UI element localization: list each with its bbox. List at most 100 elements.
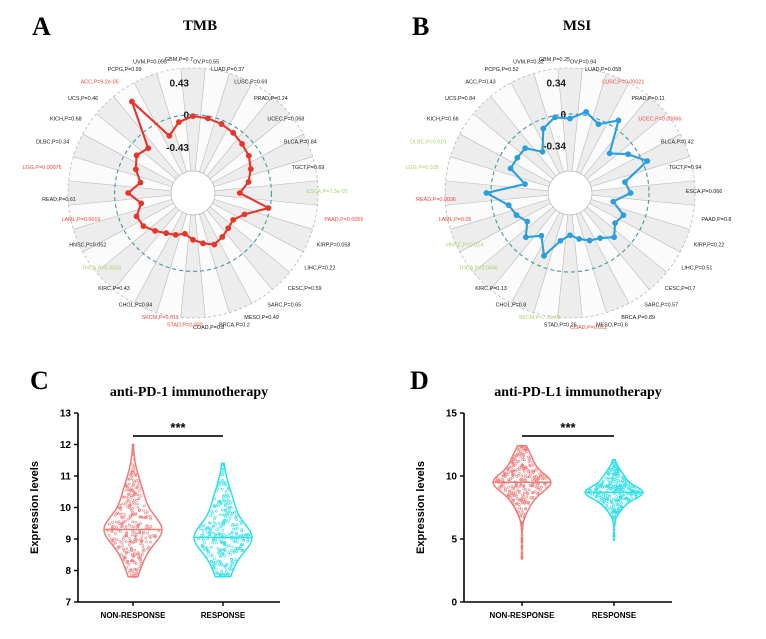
radar-data-point — [204, 115, 211, 122]
radar-data-point — [129, 98, 135, 105]
radar-category-label: CESC,P=0.7 — [665, 286, 696, 292]
y-axis-tick-label: 9 — [65, 535, 71, 546]
radar-category-label: UCS,P=0.84 — [445, 96, 475, 102]
y-axis-tick-label: 8 — [65, 566, 71, 577]
radar-data-point — [522, 234, 529, 241]
radar-data-point — [610, 198, 617, 205]
radar-category-label: CESC,P=0.59 — [288, 286, 322, 292]
radar-category-label: TGCT,P=0.94 — [669, 165, 702, 171]
radar-category-label: HNSC,P=0.014 — [446, 242, 483, 248]
significance-stars: *** — [170, 420, 186, 435]
radar-data-point — [138, 200, 145, 207]
radar-data-point — [557, 237, 564, 244]
radial-tick-label: 0 — [560, 110, 566, 121]
radar-category-label: GBM,P=0.7 — [165, 57, 193, 63]
radar-category-label: COAD,P=0.8 — [193, 325, 224, 331]
panel-b-letter: B — [412, 12, 430, 41]
radar-data-point — [644, 158, 651, 164]
radial-tick-label: 0.34 — [547, 79, 567, 90]
radar-category-label: KIRP,P=0.22 — [694, 242, 725, 248]
radar-data-point — [172, 231, 179, 238]
radar-data-point — [514, 154, 521, 161]
radar-data-point — [597, 235, 604, 241]
radar-category-label: UCEC,P=0.068 — [267, 117, 304, 123]
radar-category-label: PCPG,P=0.52 — [485, 67, 519, 73]
radar-data-point — [586, 237, 593, 244]
radar-data-point — [265, 205, 272, 211]
radar-data-point — [133, 152, 140, 159]
radar-category-label: KICH,P=0.68 — [50, 117, 82, 123]
radar-category-label: UCS,P=0.46 — [68, 96, 98, 102]
radar-category-label: LUAD,P=0.37 — [211, 67, 244, 73]
group-label: NON-RESPONSE — [101, 611, 167, 620]
radar-data-point — [513, 212, 520, 219]
radar-category-label: LGG,P=0.035 — [405, 165, 438, 171]
radar-category-label: TGCT,P=0.69 — [292, 165, 325, 171]
radar-data-point — [524, 218, 531, 225]
radar-data-point — [218, 121, 225, 127]
radar-data-point — [483, 190, 490, 196]
radial-tick-label: -0.43 — [166, 143, 189, 154]
radar-category-label: LIHC,P=0.22 — [304, 265, 335, 271]
radar-data-point — [132, 166, 139, 173]
radar-category-label: THCA,P=0.0046 — [459, 265, 498, 271]
radar-data-point — [507, 165, 514, 172]
violin-chart-antipdl1: anti-PD-L1 immunotherapy 0 5 10 15 Expression… — [415, 385, 672, 620]
radar-data-point — [612, 220, 618, 227]
radar-category-label: BLCA,P=0.42 — [661, 140, 694, 146]
radar-data-point — [140, 223, 147, 230]
radar-category-label: LUSC,P=0.00021 — [602, 80, 644, 86]
radar-category-label: KICH,P=0.66 — [427, 117, 459, 123]
panel-a-tmb: A TMB 0.43 0 -0.43 GBM,P=0.7 OV,P=0.55 LUAD,P… — [0, 0, 390, 355]
radar-data-point — [230, 129, 237, 136]
radar-category-label: LUAD,P=0.058 — [585, 67, 621, 73]
radar-data-point — [540, 125, 547, 132]
radar-data-point — [541, 252, 547, 259]
radar-category-label: SARC,P=0.65 — [267, 302, 301, 308]
radar-category-label: BLCA,P=0.84 — [284, 140, 317, 146]
radar-category-label: CHOL,P=0.84 — [119, 302, 153, 308]
radar-category-label: MESO,P=0.49 — [244, 315, 279, 321]
radar-category-label: PCPG,P=0.99 — [108, 67, 142, 73]
radar-category-label: UVM,P=0.095 — [133, 60, 167, 66]
radar-category-label: DLBC,P=0.019 — [410, 140, 446, 146]
radar-data-point — [225, 225, 232, 232]
radar-category-label: LAML,P=0.0019 — [62, 217, 101, 223]
radar-data-point — [606, 150, 613, 157]
radar-data-point — [230, 216, 237, 223]
radar-category-label: BRCA,P=0.2 — [219, 322, 250, 328]
radar-data-point — [181, 230, 188, 237]
radar-data-point — [576, 236, 583, 242]
violin-shape — [103, 443, 163, 578]
y-axis-label: Expression levels — [415, 461, 427, 554]
radar-category-label: STAD,P=0.25 — [544, 322, 577, 328]
radar-category-label: LGG,P=0.00075 — [22, 165, 61, 171]
y-axis-tick-label: 11 — [60, 472, 71, 483]
radar-data-point — [620, 212, 627, 219]
radar-category-label: READ,P=0.0036 — [416, 197, 456, 203]
radar-category-label: MESO,P=0.6 — [596, 322, 628, 328]
panel-c-letter: C — [30, 366, 49, 395]
y-axis-tick-label: 12 — [60, 440, 72, 451]
radar-category-label: KIRP,P=0.058 — [317, 242, 351, 248]
radar-category-label: BRCA,P=0.89 — [621, 315, 655, 321]
radar-data-point — [522, 145, 529, 152]
radar-category-label: ESCA,P=7.3e-05 — [306, 189, 347, 195]
panel-c-antipd1: C anti-PD-1 immunotherapy 7 8 9 10 11 12 13 Expr… — [8, 358, 386, 639]
radar-category-label: GBM,P=0.25 — [539, 57, 570, 63]
panel-d-antipdl1: D anti-PD-L1 immunotherapy 0 5 10 15 Expressi… — [392, 358, 766, 639]
radar-data-point — [567, 232, 573, 239]
panel-a-letter: A — [32, 12, 51, 41]
radar-data-point — [522, 181, 528, 187]
radar-category-label: SKCM,P=0.011 — [142, 315, 179, 321]
group-label: RESPONSE — [592, 611, 637, 620]
radar-category-label: UCEC,P=0.00066 — [638, 117, 681, 123]
panel-b-msi: B MSI 0.34 0 -0.34 GBM,P=0.25 OV,P=0.94 LUAD,… — [382, 0, 766, 355]
radar-category-label: PAAD,P=0.8 — [701, 217, 731, 223]
radar-category-label: CHOL,P=0.8 — [496, 302, 527, 308]
radar-data-point — [622, 179, 628, 185]
group-label: RESPONSE — [201, 611, 246, 620]
radar-data-point — [190, 113, 196, 120]
y-axis-tick-label: 10 — [60, 503, 72, 514]
